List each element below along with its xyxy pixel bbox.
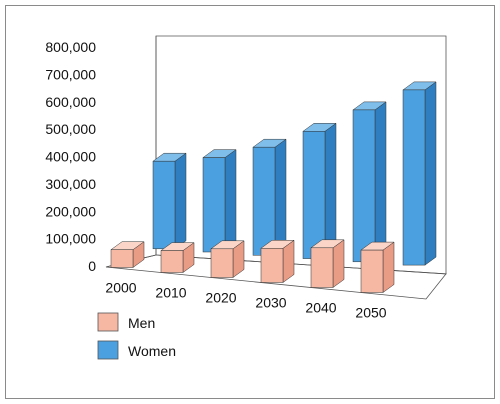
y-tick-label: 0 bbox=[88, 258, 96, 274]
y-tick-label: 600,000 bbox=[45, 94, 96, 110]
y-tick-label: 800,000 bbox=[45, 39, 96, 55]
bar-women bbox=[402, 81, 437, 266]
y-axis-ticks: 0 100,000 200,000 300,000 400,000 500,000 600,… bbox=[45, 39, 96, 274]
bar-men bbox=[310, 239, 345, 288]
bar-women bbox=[152, 152, 187, 250]
x-axis-ticks: 2000 2010 2020 2030 2040 2050 bbox=[105, 280, 386, 321]
y-tick-label: 200,000 bbox=[45, 203, 96, 219]
y-tick-label: 500,000 bbox=[45, 121, 96, 137]
x-tick-label: 2030 bbox=[255, 295, 286, 311]
bars bbox=[110, 81, 437, 293]
bar-men bbox=[210, 240, 245, 278]
legend: Men Women bbox=[97, 312, 176, 360]
legend-label: Women bbox=[128, 343, 176, 359]
chart-frame: 0 100,000 200,000 300,000 400,000 500,000 600,… bbox=[5, 5, 495, 399]
y-tick-label: 300,000 bbox=[45, 176, 96, 192]
x-tick-label: 2000 bbox=[105, 280, 136, 296]
bar-men bbox=[110, 241, 145, 268]
y-tick-label: 700,000 bbox=[45, 66, 96, 82]
y-tick-label: 400,000 bbox=[45, 149, 96, 165]
bar-men bbox=[260, 239, 295, 283]
bar-men bbox=[360, 241, 395, 293]
x-tick-label: 2010 bbox=[155, 285, 186, 301]
legend-label: Men bbox=[128, 315, 155, 331]
legend-swatch bbox=[97, 312, 119, 332]
y-tick-label: 100,000 bbox=[45, 231, 96, 247]
bar-men bbox=[160, 242, 195, 273]
bar-women bbox=[252, 138, 287, 256]
x-tick-label: 2050 bbox=[355, 305, 386, 321]
x-tick-label: 2040 bbox=[305, 300, 336, 316]
bar-women bbox=[202, 149, 237, 253]
bar-women bbox=[302, 122, 337, 260]
back-wall bbox=[155, 35, 447, 275]
bar-chart: 0 100,000 200,000 300,000 400,000 500,000 600,… bbox=[45, 35, 447, 360]
x-tick-label: 2020 bbox=[205, 290, 236, 306]
bar-women bbox=[352, 101, 387, 263]
legend-swatch bbox=[97, 340, 119, 360]
